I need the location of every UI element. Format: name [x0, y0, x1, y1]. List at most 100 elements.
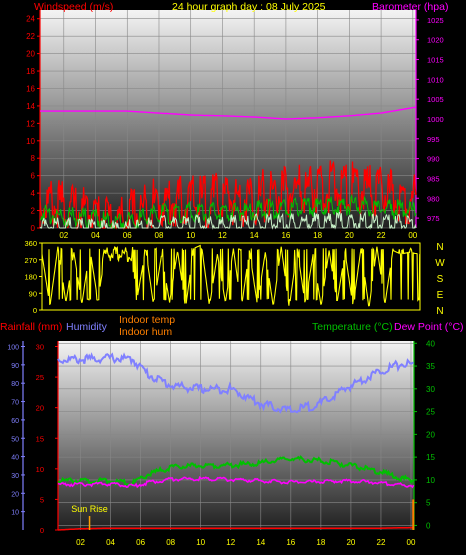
wind-tick-label: 12 — [26, 119, 35, 128]
barometer-line — [40, 106, 417, 120]
wind-tick-label: 6 — [31, 172, 36, 181]
temperature-axis-label: Temperature (°C) — [312, 321, 393, 333]
indoor-tick-label: 25 — [36, 373, 44, 382]
x-tick-label: 00 — [408, 231, 417, 240]
x-tick-label: 22 — [377, 231, 386, 240]
baro-tick-label: 985 — [427, 174, 440, 183]
climate-series — [57, 352, 415, 531]
baro-tick-label: 1015 — [427, 56, 444, 65]
compass-label: N — [436, 306, 443, 317]
x-tick-label: 06 — [136, 538, 145, 547]
indoor-tick-label: 15 — [36, 434, 44, 443]
wind-low-line — [39, 210, 417, 230]
compass-label: W — [435, 258, 445, 269]
humidity-tick-label: 80 — [11, 381, 19, 388]
indoor-tick-label: 10 — [36, 465, 44, 474]
wind-tick-label: 18 — [26, 67, 35, 76]
climate-panel-bg — [58, 341, 414, 530]
humidity-tick-label: 60 — [11, 418, 19, 425]
humidity-tick-label: 100 — [7, 345, 19, 352]
x-tick-label: 14 — [250, 231, 259, 240]
wind-tick-label: 24 — [26, 15, 35, 24]
x-tick-label: 16 — [286, 538, 295, 547]
x-tick-label: 06 — [123, 231, 132, 240]
wind-tick-label: 2 — [31, 207, 36, 216]
wind-series — [39, 106, 417, 231]
x-tick-label: 14 — [256, 538, 265, 547]
x-tick-label: 02 — [76, 538, 85, 547]
baro-tick-label: 1005 — [427, 95, 444, 104]
dir-tick-label: 180 — [24, 273, 37, 282]
indoor-tick-label: 20 — [36, 404, 44, 413]
climate-grid — [58, 341, 414, 530]
series-dew-point-c- — [57, 475, 415, 489]
baro-tick-label: 1025 — [427, 16, 444, 25]
indoor-hum-label: Indoor hum — [119, 326, 173, 338]
rainfall-axis-label: Rainfall (mm) — [0, 321, 63, 333]
wind-tick-label: 8 — [31, 154, 36, 163]
x-tick-label: 08 — [155, 231, 164, 240]
wind-tick-label: 10 — [26, 137, 35, 146]
x-tick-label: 12 — [226, 538, 235, 547]
x-tick-label: 02 — [59, 231, 68, 240]
wind-tick-label: 22 — [26, 32, 35, 41]
series-temperature-c- — [57, 455, 414, 487]
indoor-temp-label: Indoor temp — [119, 314, 176, 326]
wind-direction-trace — [41, 244, 421, 307]
temp-tick-label: 5 — [426, 499, 431, 508]
humidity-tick-label: 90 — [11, 363, 19, 370]
temp-tick-label: 30 — [426, 385, 435, 394]
compass-label: E — [437, 290, 444, 301]
humidity-tick-label: 20 — [11, 491, 19, 498]
baro-tick-label: 980 — [427, 194, 440, 203]
wind-panel-bg — [40, 10, 416, 228]
sun-rise-label: Sun Rise — [71, 504, 108, 514]
temp-tick-label: 25 — [426, 408, 435, 417]
humidity-tick-label: 10 — [11, 510, 19, 517]
x-tick-label: 16 — [281, 231, 290, 240]
x-tick-label: 10 — [186, 231, 195, 240]
wind-tick-label: 16 — [26, 84, 35, 93]
dir-tick-label: 360 — [24, 239, 37, 248]
humidity-tick-label: 40 — [11, 455, 19, 462]
x-tick-label: 20 — [346, 538, 355, 547]
baro-tick-label: 990 — [427, 155, 440, 164]
wind-tick-label: 14 — [26, 102, 35, 111]
temp-tick-label: 20 — [426, 430, 435, 439]
temp-tick-label: 10 — [426, 476, 435, 485]
baro-tick-label: 1000 — [427, 115, 444, 124]
baro-tick-label: 975 — [427, 214, 440, 223]
humidity-axis-label: Humidity — [66, 321, 107, 333]
wind-tick-label: 4 — [31, 189, 36, 198]
series-humidity — [57, 352, 414, 414]
humidity-tick-label: 30 — [11, 473, 19, 480]
indoor-tick-label: 0 — [40, 526, 44, 535]
wind-tick-label: 0 — [31, 224, 36, 233]
wind-axis-label: Windspeed (m/s) — [34, 1, 114, 13]
humidity-tick-label: 70 — [11, 400, 19, 407]
direction-series — [41, 244, 421, 307]
compass-label: S — [437, 274, 444, 285]
baro-tick-label: 1020 — [427, 36, 444, 45]
temp-tick-label: 35 — [426, 362, 435, 371]
dir-tick-label: 270 — [24, 256, 37, 265]
baro-tick-label: 1010 — [427, 75, 444, 84]
x-tick-label: 12 — [218, 231, 227, 240]
dir-tick-label: 0 — [33, 306, 37, 315]
temp-tick-label: 40 — [426, 339, 435, 348]
temp-tick-label: 0 — [426, 521, 431, 530]
x-tick-label: 20 — [345, 231, 354, 240]
x-tick-label: 04 — [106, 538, 115, 547]
x-tick-label: 18 — [316, 538, 325, 547]
x-tick-label: 18 — [313, 231, 322, 240]
dir-frame — [41, 242, 421, 311]
x-tick-label: 08 — [166, 538, 175, 547]
indoor-tick-label: 5 — [40, 495, 44, 504]
x-tick-label: 04 — [91, 231, 100, 240]
chart-title: 24 hour graph day : 08 July 2025 — [172, 1, 326, 13]
humidity-tick-label: 50 — [11, 436, 19, 443]
barometer-axis-label: Barometer (hpa) — [372, 1, 449, 13]
x-tick-label: 00 — [407, 538, 416, 547]
dew-point-axis-label: Dew Point (°C) — [394, 321, 464, 333]
